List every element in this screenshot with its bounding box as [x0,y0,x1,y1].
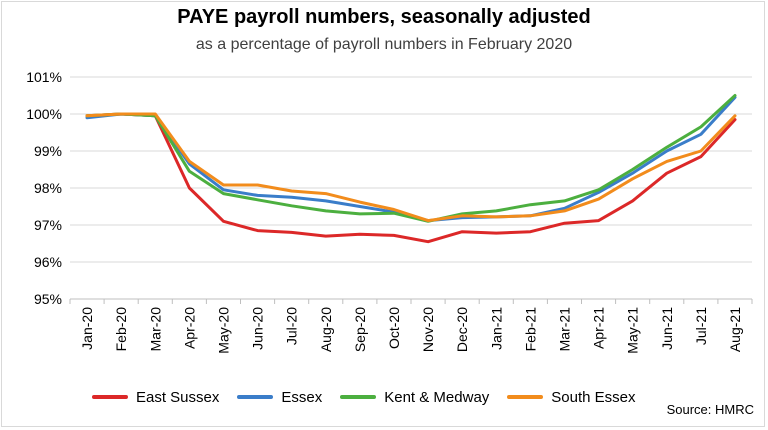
x-tick-label: Aug-21 [727,307,743,352]
legend-swatch-kent-medway [340,395,377,399]
x-tick-label: Mar-20 [147,307,163,352]
x-tick-label: Apr-20 [181,307,197,349]
x-tick-label: Jul-20 [284,307,300,345]
chart-title: PAYE payroll numbers, seasonally adjuste… [177,6,591,28]
x-tick-label: Dec-20 [454,307,470,352]
legend-swatch-south-essex [507,395,544,399]
legend-label-east-sussex: East Sussex [136,388,220,406]
x-tick-label: Aug-20 [318,307,334,352]
legend-item-kent-medway: Kent & Medway [340,389,489,406]
legend-swatch-east-sussex [92,395,128,399]
legend-item-essex: Essex [237,389,322,406]
legend-label-south-essex: South Essex [551,388,636,406]
x-tick-label: Sep-20 [352,307,368,352]
y-tick-label: 98% [34,180,62,196]
legend-swatch-essex [237,395,274,399]
series-line-south-essex [85,112,737,223]
series-line-east-sussex [85,112,737,244]
legend-label-essex: Essex [281,388,323,406]
y-tick-label: 100% [26,106,62,122]
x-tick-label: Feb-20 [113,307,129,352]
y-tick-label: 101% [26,69,62,85]
x-tick-label: Jan-20 [79,307,95,350]
x-tick-label: Jun-21 [659,307,675,350]
x-tick-label: Apr-21 [591,307,607,349]
series-line-essex [85,95,737,223]
chart-legend: East Sussex Essex Kent & Medway South Es… [92,386,636,408]
legend-item-south-essex: South Essex [507,388,636,406]
y-tick-label: 95% [34,291,62,307]
x-tick-label: May-20 [215,307,231,354]
legend-label-kent-medway: Kent & Medway [384,388,490,406]
y-tick-label: 96% [34,254,62,270]
x-tick-label: Oct-20 [386,307,402,349]
y-tick-label: 97% [34,217,62,233]
x-tick-label: May-21 [625,307,641,354]
chart-subtitle: as a percentage of payroll numbers in Fe… [195,36,573,53]
source-note: Source: HMRC [666,402,754,417]
y-tick-label: 99% [34,143,62,159]
x-tick-label: Feb-21 [522,307,538,352]
series-line-kent-medway [85,94,737,223]
x-tick-label: Jul-21 [693,307,709,345]
legend-item-east-sussex: East Sussex [92,389,219,406]
x-tick-label: Jan-21 [488,307,504,350]
x-tick-label: Jun-20 [250,307,266,350]
x-tick-label: Mar-21 [556,307,572,352]
x-tick-label: Nov-20 [420,307,436,352]
